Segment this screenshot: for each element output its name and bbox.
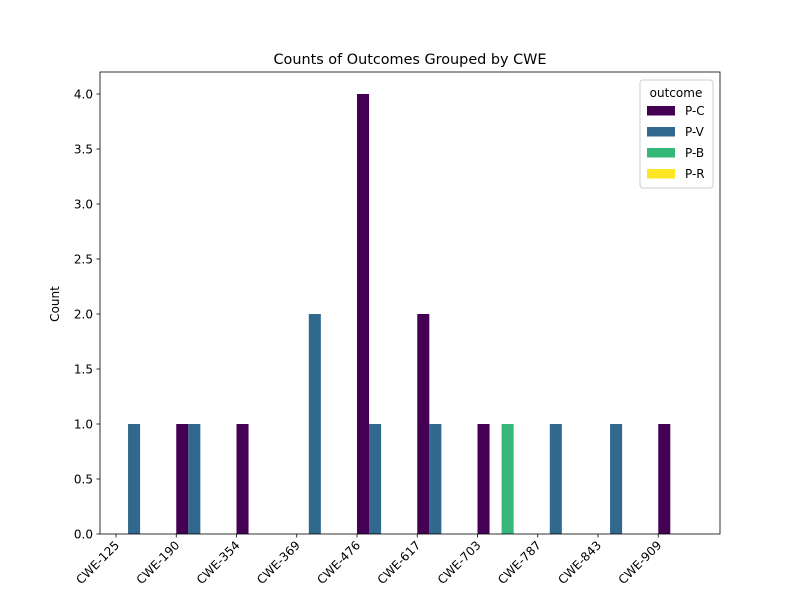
legend-swatch-P-B — [647, 148, 675, 158]
bars-layer — [128, 94, 671, 534]
x-tick-label: CWE-909 — [616, 538, 665, 587]
bar-P-V-CWE-190 — [188, 424, 201, 534]
bar-P-C-CWE-703 — [477, 424, 490, 534]
bar-P-V-CWE-369 — [308, 314, 321, 534]
bar-P-V-CWE-843 — [610, 424, 623, 534]
chart-title: Counts of Outcomes Grouped by CWE — [274, 52, 547, 68]
x-tick-label: CWE-617 — [375, 538, 424, 587]
legend-label-P-V: P-V — [685, 125, 705, 139]
y-tick-label: 1.0 — [74, 417, 93, 431]
y-tick-label: 4.0 — [74, 87, 93, 101]
x-tick-label: CWE-703 — [435, 538, 484, 587]
legend-swatch-P-V — [647, 127, 675, 137]
bar-P-V-CWE-125 — [128, 424, 141, 534]
y-axis-ticks: 0.0 0.5 1.0 1.5 2.0 2.5 3.0 3.5 4.0 — [74, 87, 100, 541]
x-tick-label: CWE-369 — [254, 538, 303, 587]
bar-P-C-CWE-617 — [417, 314, 430, 534]
y-tick-label: 2.0 — [74, 307, 93, 321]
x-tick-label: CWE-843 — [555, 538, 604, 587]
bar-P-B-CWE-703 — [501, 424, 514, 534]
bar-P-C-CWE-190 — [176, 424, 189, 534]
legend-label-P-R: P-R — [685, 167, 705, 181]
bar-P-C-CWE-354 — [236, 424, 249, 534]
x-tick-label: CWE-190 — [134, 538, 183, 587]
legend: outcome P-C P-V P-B P-R — [639, 79, 714, 189]
x-axis-ticks: CWE-125 CWE-190 CWE-354 CWE-369 CWE-476 CWE-6… — [73, 534, 664, 587]
y-tick-label: 1.5 — [74, 362, 93, 376]
x-tick-label: CWE-476 — [314, 538, 363, 587]
y-tick-label: 0.0 — [74, 527, 93, 541]
bar-P-V-CWE-476 — [369, 424, 382, 534]
bar-P-C-CWE-909 — [658, 424, 671, 534]
legend-label-P-B: P-B — [685, 146, 704, 160]
bar-P-V-CWE-617 — [429, 424, 442, 534]
legend-items: P-C P-V P-B P-R — [647, 104, 705, 181]
y-axis-label: Count — [48, 286, 62, 322]
legend-label-P-C: P-C — [685, 104, 705, 118]
bar-P-V-CWE-787 — [549, 424, 562, 534]
y-tick-label: 0.5 — [74, 472, 93, 486]
y-tick-label: 2.5 — [74, 252, 93, 266]
y-tick-label: 3.5 — [74, 142, 93, 156]
legend-title: outcome — [650, 86, 703, 100]
plot-frame — [99, 71, 721, 535]
x-tick-label: CWE-354 — [194, 538, 243, 587]
x-tick-label: CWE-787 — [495, 538, 544, 587]
legend-swatch-P-C — [647, 106, 675, 116]
bar-P-C-CWE-476 — [357, 94, 370, 534]
x-tick-label: CWE-125 — [73, 538, 122, 587]
legend-swatch-P-R — [647, 169, 675, 179]
y-tick-label: 3.0 — [74, 197, 93, 211]
